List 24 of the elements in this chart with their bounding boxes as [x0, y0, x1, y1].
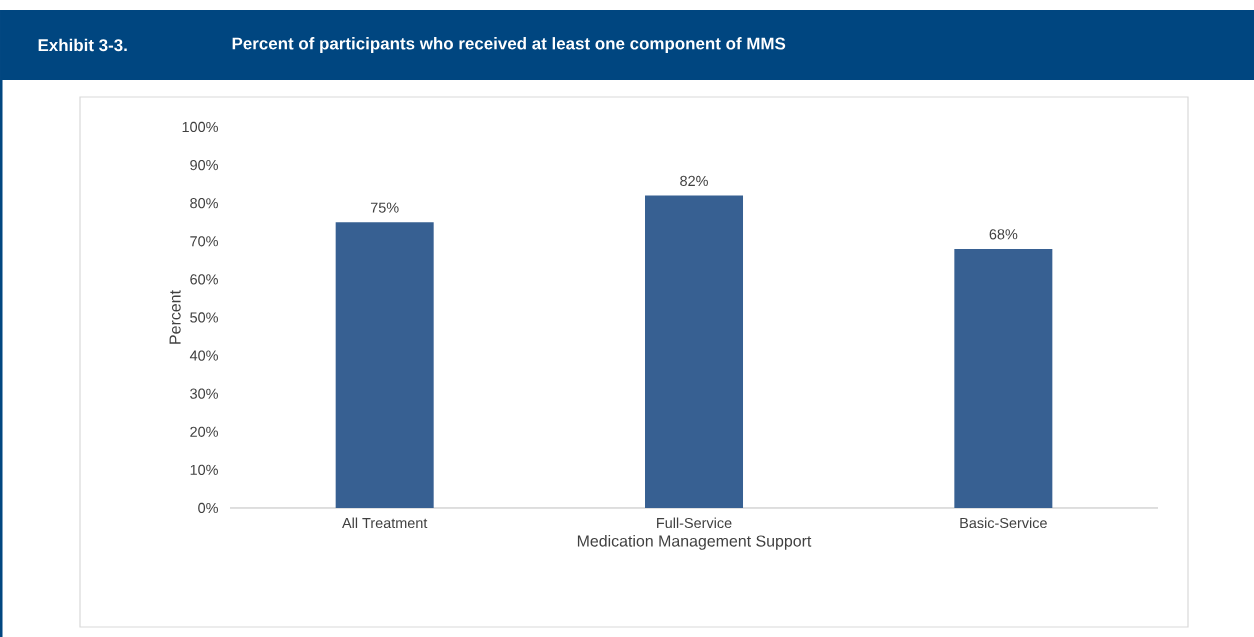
y-tick-label: 30%	[190, 388, 218, 399]
bar	[645, 195, 744, 508]
chart-subtitle: Percent of participants who received at least one component of MMS	[232, 37, 786, 53]
y-tick-label: 50%	[190, 312, 218, 323]
bar	[954, 248, 1053, 508]
bar	[335, 222, 434, 508]
y-tick-label: 60%	[190, 274, 218, 285]
data-label: 68%	[989, 229, 1018, 240]
data-label: 75%	[370, 202, 399, 213]
y-tick-label: 90%	[190, 159, 218, 171]
text: Exhibit 3-3.	[38, 38, 127, 52]
x-tick-label: Full-Service	[657, 517, 732, 529]
x-tick-label: Basic-Service	[960, 517, 1047, 529]
y-axis-title: Percent	[169, 290, 181, 344]
y-tick-label: 70%	[190, 236, 218, 247]
x-axis-title: Medication Management Support	[577, 534, 812, 550]
y-tick-label: 0%	[198, 502, 218, 514]
data-label: 82%	[680, 175, 708, 187]
y-tick-label: 80%	[190, 198, 218, 209]
y-tick-label: 100%	[182, 121, 218, 133]
x-tick-label: All Treatment	[342, 517, 428, 529]
y-tick-label: 40%	[189, 350, 218, 361]
y-tick-label: 20%	[190, 426, 218, 437]
y-tick-label: 10%	[190, 464, 218, 475]
